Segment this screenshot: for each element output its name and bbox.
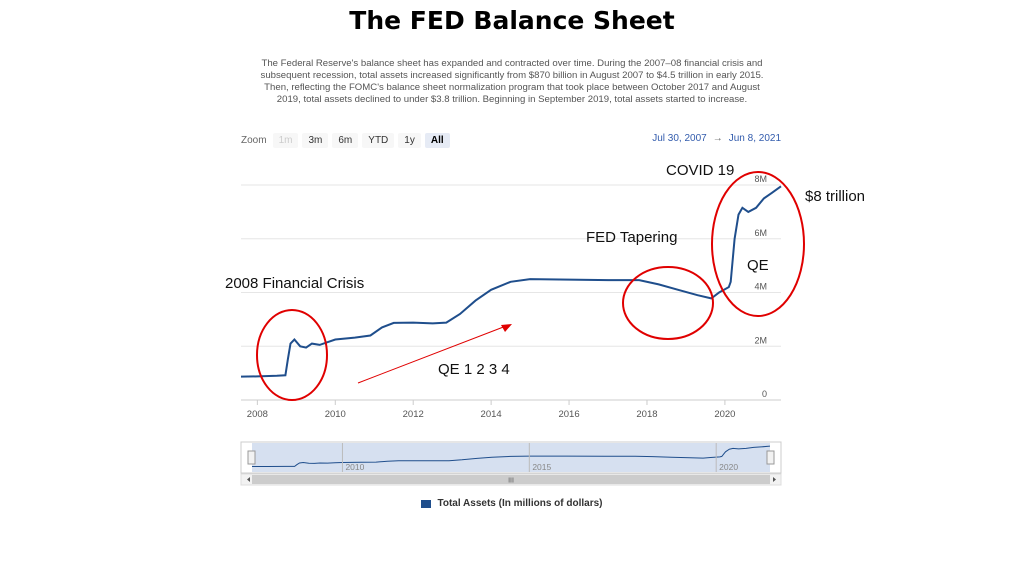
x-tick-label: 2010 xyxy=(325,409,346,420)
zoom-all-button[interactable]: All xyxy=(424,132,450,148)
qe-annotation: QE xyxy=(747,257,769,274)
navigator-tick-label: 2020 xyxy=(719,462,738,472)
zoom-6m-button[interactable]: 6m xyxy=(332,132,359,148)
legend-label: Total Assets (In millions of dollars) xyxy=(437,498,603,509)
navigator-tick-label: 2010 xyxy=(345,462,364,472)
y-tick-label: 8M xyxy=(754,174,767,184)
legend[interactable]: Total Assets (In millions of dollars) xyxy=(0,498,1024,509)
x-axis-ticks: 2008 2010 2012 2014 2016 2018 2020 xyxy=(247,400,735,420)
crisis-annotation: 2008 Financial Crisis xyxy=(225,275,365,292)
scrollbar-left-arrow xyxy=(247,477,250,482)
range-to-date[interactable]: Jun 8, 2021 xyxy=(728,133,781,144)
range-arrow: → xyxy=(712,133,723,144)
zoom-3m-button[interactable]: 3m xyxy=(302,132,329,148)
x-tick-label: 2012 xyxy=(403,409,424,420)
date-range: Jul 30, 2007 → Jun 8, 2021 xyxy=(652,133,781,144)
scrollbar-right-arrow xyxy=(773,477,776,482)
y-tick-label: 6M xyxy=(754,228,767,238)
grid-lines xyxy=(241,184,781,401)
chart-description: The Federal Reserve's balance sheet has … xyxy=(260,58,764,105)
eight-trillion-annotation: $8 trillion xyxy=(805,188,866,205)
covid-annotation: COVID 19 xyxy=(666,162,735,179)
qe-arrow-line xyxy=(357,325,507,384)
navigator-ticks: 2010 2015 2020 xyxy=(341,443,738,472)
navigator-handle-left xyxy=(247,450,256,465)
qe-arrow-head xyxy=(501,324,512,332)
tapering-circle xyxy=(622,266,714,340)
covid-circle xyxy=(711,171,805,317)
scrollbar-grip: III xyxy=(508,478,514,485)
navigator-series-line xyxy=(252,445,771,467)
x-tick-label: 2020 xyxy=(714,409,735,420)
zoom-bar: Zoom 1m 3m 6m YTD 1y All xyxy=(241,132,454,148)
y-axis-ticks: 0 2M 4M 6M 8M xyxy=(754,174,767,399)
x-tick-label: 2014 xyxy=(481,409,502,420)
crisis-circle xyxy=(256,309,328,401)
navigator-tick-label: 2015 xyxy=(532,462,551,472)
y-tick-label: 2M xyxy=(754,335,767,345)
y-tick-label: 4M xyxy=(754,282,767,292)
navigator-handle-right xyxy=(766,450,775,465)
x-tick-label: 2018 xyxy=(636,409,657,420)
y-tick-label: 0 xyxy=(762,389,767,399)
navigator: 2010 2015 2020 III xyxy=(240,441,782,486)
series-line-total-assets xyxy=(240,185,782,378)
scrollbar-thumb xyxy=(252,475,770,484)
zoom-1y-button[interactable]: 1y xyxy=(398,132,421,148)
range-from-date[interactable]: Jul 30, 2007 xyxy=(652,133,707,144)
zoom-1m-button[interactable]: 1m xyxy=(272,132,299,148)
page-title: The FED Balance Sheet xyxy=(349,6,675,35)
annotation-marks xyxy=(256,171,805,401)
zoom-ytd-button[interactable]: YTD xyxy=(362,132,395,148)
qe1234-annotation: QE 1 2 3 4 xyxy=(438,361,510,378)
x-tick-label: 2008 xyxy=(247,409,268,420)
x-tick-label: 2016 xyxy=(558,409,579,420)
tapering-annotation: FED Tapering xyxy=(586,229,678,246)
zoom-label: Zoom xyxy=(241,134,267,146)
legend-swatch xyxy=(421,499,432,508)
